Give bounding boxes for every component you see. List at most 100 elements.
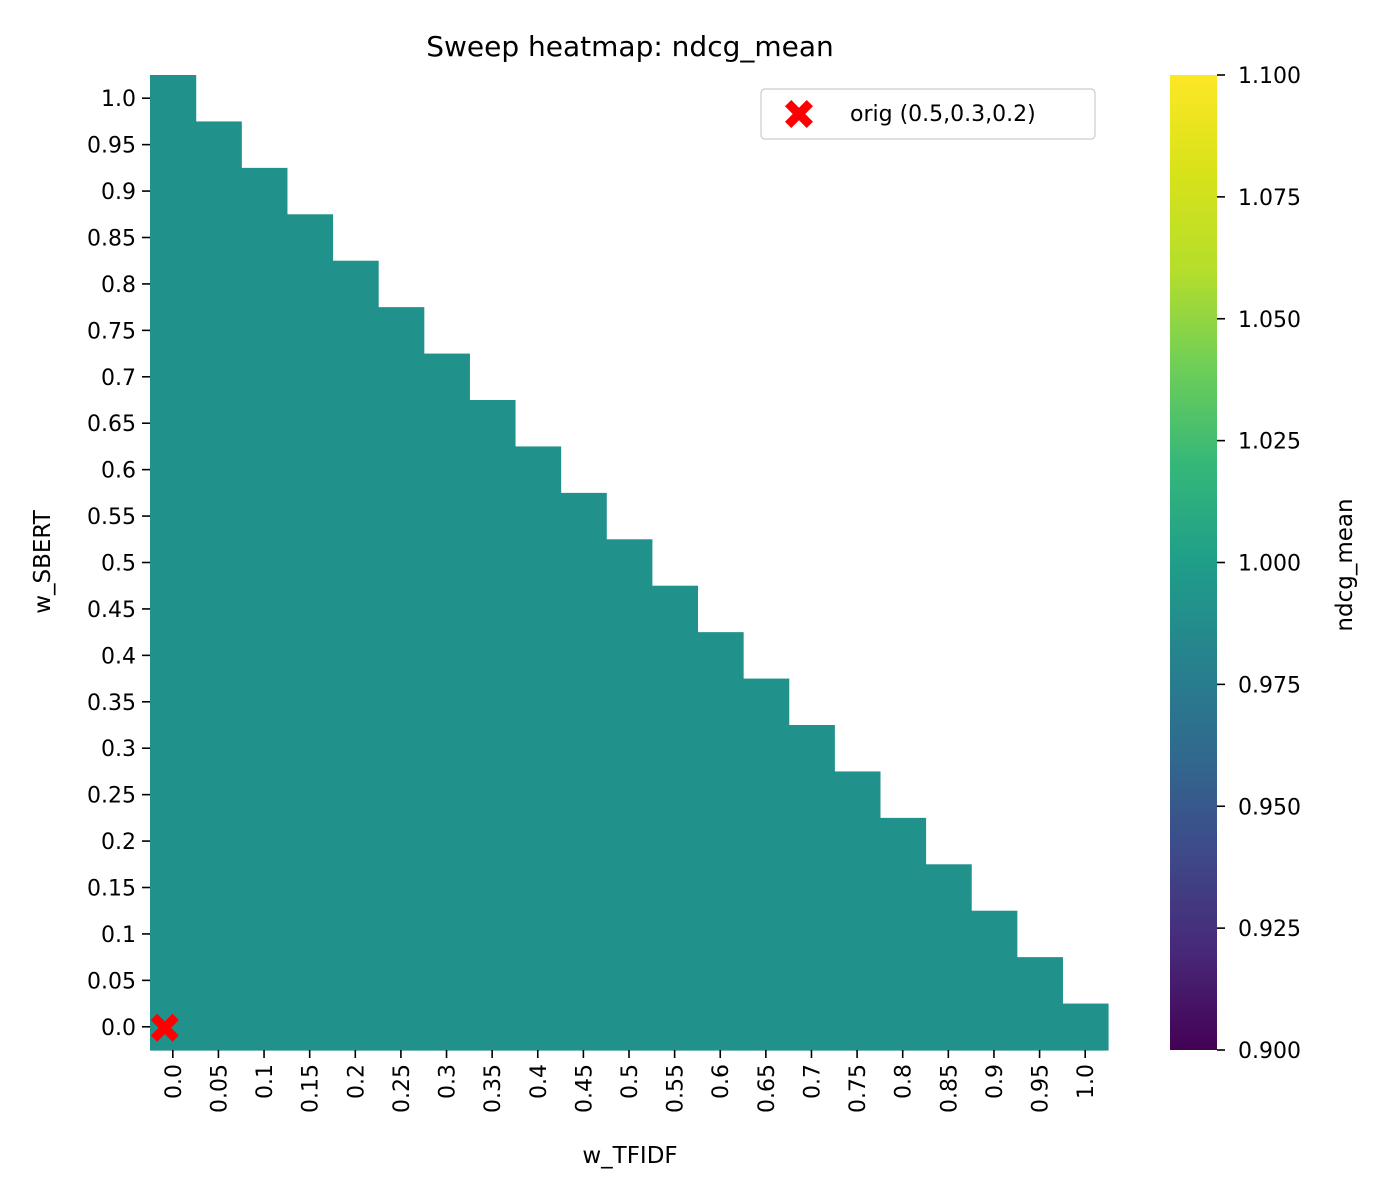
- heatmap-cell: [697, 864, 744, 912]
- heatmap-cell: [925, 957, 972, 1005]
- heatmap-cell: [788, 817, 835, 865]
- heatmap-cell: [697, 771, 744, 819]
- heatmap-cell: [560, 539, 607, 587]
- heatmap-cell: [286, 725, 334, 773]
- heatmap-cell: [241, 492, 288, 540]
- y-tick-label: 0.5: [101, 552, 136, 577]
- colorbar-tick-label: 0.975: [1238, 673, 1301, 698]
- heatmap-cell: [195, 910, 242, 958]
- heatmap-cell: [423, 539, 470, 587]
- heatmap-cell: [697, 910, 744, 958]
- heatmap-cell: [378, 678, 425, 726]
- heatmap-cell: [560, 678, 607, 726]
- heatmap-cell: [697, 632, 744, 680]
- heatmap-cell: [651, 678, 699, 726]
- x-tick-label: 0.65: [755, 1064, 780, 1113]
- x-tick-label: 0.35: [481, 1064, 506, 1113]
- heatmap-cell: [286, 400, 334, 448]
- heatmap-cell: [834, 957, 881, 1005]
- heatmap-cell: [150, 910, 197, 958]
- heatmap-cell: [1016, 957, 1063, 1005]
- x-tick-label: 0.3: [436, 1064, 461, 1099]
- y-tick-label: 0.35: [87, 691, 136, 716]
- heatmap-cell: [925, 864, 972, 912]
- y-axis-title: w_SBERT: [30, 509, 56, 614]
- heatmap-cell: [378, 771, 425, 819]
- heatmap-cell: [150, 353, 197, 401]
- heatmap-cell: [241, 446, 288, 494]
- heatmap-cell: [651, 585, 699, 633]
- heatmap-cell: [332, 353, 379, 401]
- x-tick-label: 0.2: [344, 1064, 369, 1099]
- x-tick-label: 0.95: [1029, 1064, 1054, 1113]
- colorbar-label: ndcg_mean: [1332, 498, 1358, 631]
- heatmap-cell: [241, 632, 288, 680]
- colorbar-ticks: 1.100 1.075 1.050 1.025 1.000 0.975 0.950 0.925…: [1217, 64, 1301, 1064]
- heatmap-cell: [378, 400, 425, 448]
- x-tick-label: 0.85: [937, 1064, 962, 1113]
- colorbar-tick-label: 1.025: [1238, 430, 1301, 455]
- heatmap-cell: [150, 1003, 197, 1051]
- x-tick-label: 0.45: [572, 1064, 597, 1113]
- heatmap-cell: [606, 539, 653, 587]
- orig-marker: [150, 1013, 179, 1042]
- legend: orig (0.5,0.3,0.2): [760, 88, 1096, 140]
- y-tick-label: 0.45: [87, 598, 136, 623]
- heatmap-cell: [286, 910, 334, 958]
- heatmap-cell: [514, 771, 562, 819]
- heatmap-cell: [332, 632, 379, 680]
- heatmap-cell: [743, 771, 790, 819]
- heatmap-cell: [697, 725, 744, 773]
- heatmap-cell: [514, 817, 562, 865]
- heatmap-cell: [241, 353, 288, 401]
- heatmap-cell: [788, 725, 835, 773]
- y-tick-label: 0.4: [101, 644, 136, 669]
- heatmap-cell: [241, 260, 288, 308]
- heatmap-cell: [286, 817, 334, 865]
- y-tick-label: 0.3: [101, 737, 136, 762]
- heatmap-cell: [241, 910, 288, 958]
- heatmap-cell: [469, 817, 516, 865]
- heatmap-cell: [286, 307, 334, 355]
- heatmap-cell: [195, 492, 242, 540]
- heatmap-cell: [423, 585, 470, 633]
- heatmap-cell: [743, 910, 790, 958]
- y-tick-label: 0.05: [87, 969, 136, 994]
- y-tick-label: 0.1: [101, 923, 136, 948]
- y-tick-label: 0.75: [87, 319, 136, 344]
- heatmap-cell: [195, 678, 242, 726]
- heatmap-cell: [150, 817, 197, 865]
- heatmap-cell: [514, 910, 562, 958]
- heatmap-cell: [1062, 1003, 1109, 1051]
- heatmap-cell: [423, 400, 470, 448]
- legend-label: orig (0.5,0.3,0.2): [850, 102, 1036, 127]
- heatmap-cell: [514, 957, 562, 1005]
- heatmap-cell: [560, 492, 607, 540]
- heatmap-cell: [241, 585, 288, 633]
- colorbar-tick-label: 1.000: [1238, 552, 1301, 577]
- heatmap-cell: [560, 632, 607, 680]
- heatmap-cell: [150, 214, 197, 262]
- heatmap-cell: [469, 492, 516, 540]
- heatmap-cell: [788, 910, 835, 958]
- heatmap-cell: [560, 864, 607, 912]
- heatmap-cell: [150, 864, 197, 912]
- heatmap-cell: [241, 1003, 288, 1051]
- heatmap-cell: [378, 446, 425, 494]
- heatmap-cell: [971, 910, 1018, 958]
- heatmap-cell: [195, 167, 242, 215]
- heatmap-cell: [332, 307, 379, 355]
- heatmap-cell: [423, 446, 470, 494]
- heatmap-cell: [150, 260, 197, 308]
- colorbar-tick-label: 0.950: [1238, 795, 1301, 820]
- heatmap-cell: [332, 678, 379, 726]
- heatmap-cell: [743, 817, 790, 865]
- heatmap-cell: [378, 585, 425, 633]
- heatmap-cell: [195, 864, 242, 912]
- heatmap-cell: [286, 585, 334, 633]
- heatmap-cell: [195, 539, 242, 587]
- heatmap-cell: [378, 864, 425, 912]
- heatmap-cell: [606, 771, 653, 819]
- heatmap-cell: [150, 585, 197, 633]
